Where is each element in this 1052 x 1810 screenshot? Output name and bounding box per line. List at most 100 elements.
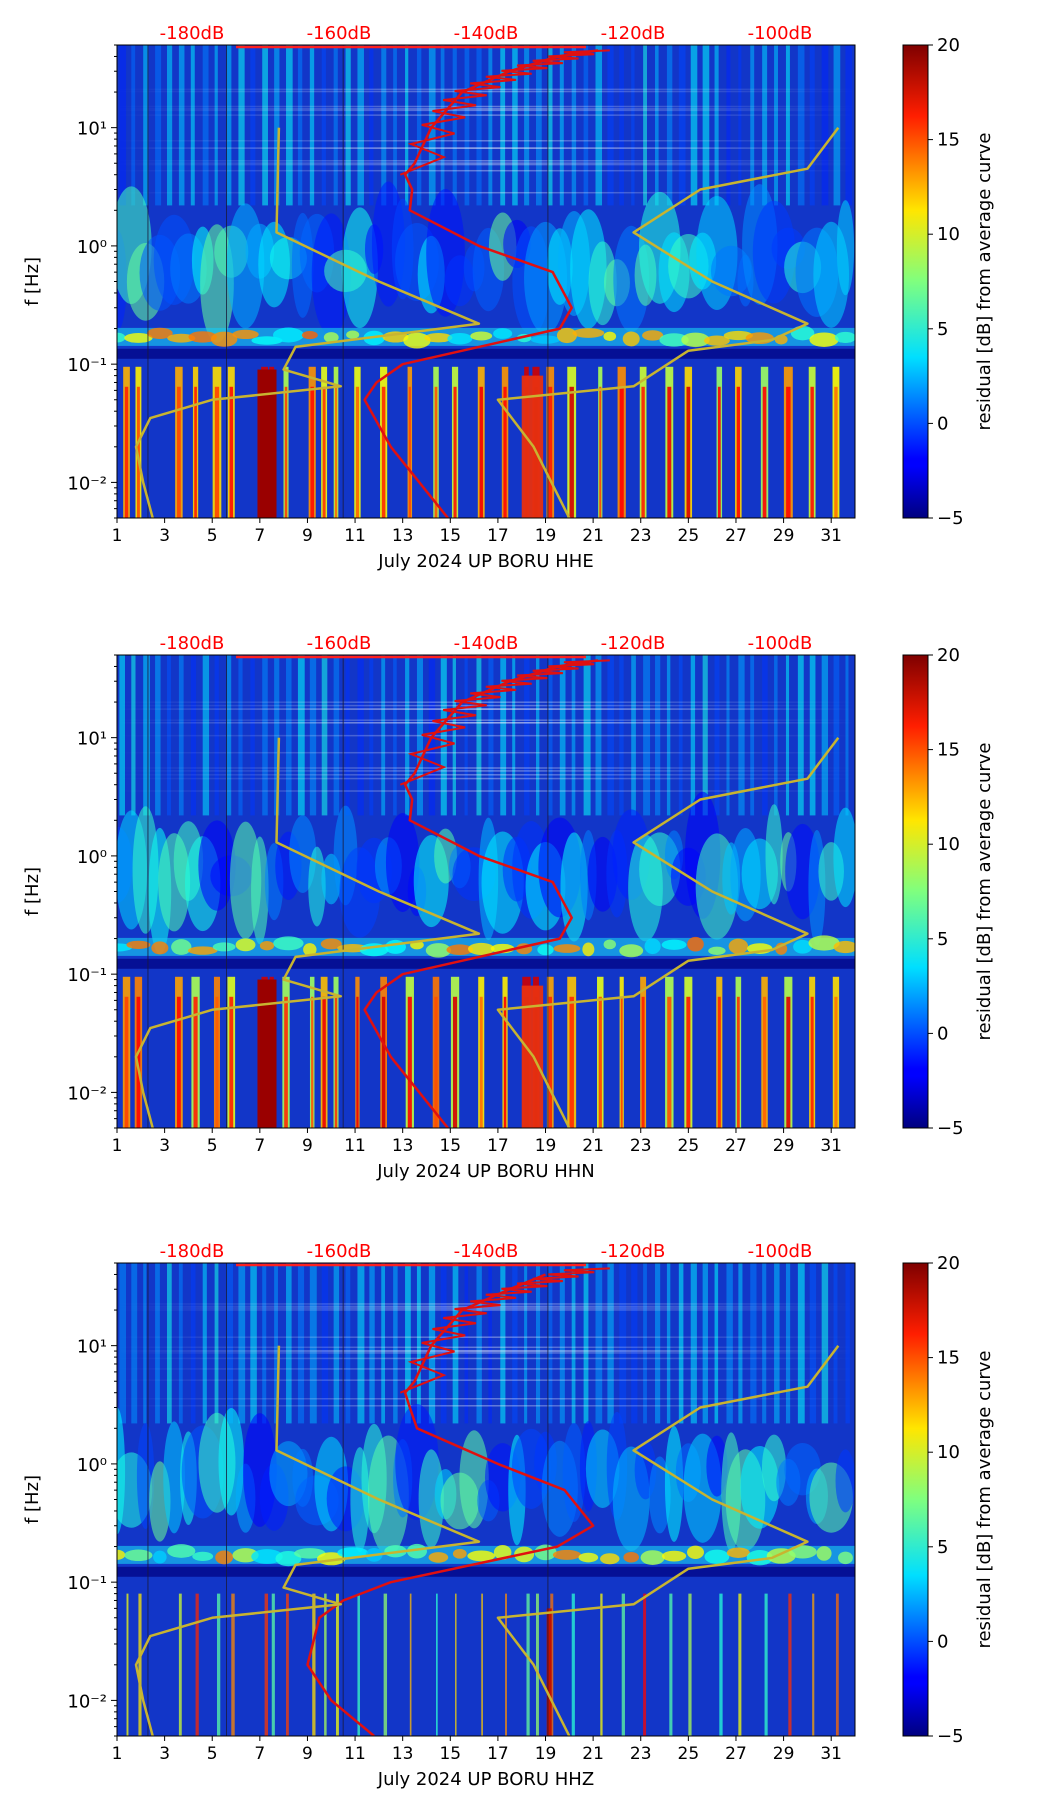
- event-column-core: [231, 1593, 235, 1736]
- hf-stripe: [202, 1263, 207, 1424]
- event-column-core: [193, 996, 198, 1128]
- event-column: [195, 1593, 199, 1736]
- y-axis-label: f [Hz]: [22, 1475, 43, 1524]
- x-axis-label: July 2024 UP BORU HHE: [377, 551, 593, 572]
- event-column: [192, 366, 199, 518]
- hf-stripe: [476, 45, 482, 206]
- hf-stripe: [405, 45, 409, 206]
- event-column: [788, 1593, 792, 1736]
- x-tick-label: 3: [159, 1136, 170, 1156]
- hf-stripe: [119, 1263, 127, 1424]
- microseism-spot: [187, 946, 218, 955]
- colorbar-tick-label: 10: [937, 834, 960, 855]
- hf-stripe: [131, 1263, 138, 1424]
- event-column-core: [598, 996, 602, 1128]
- hf-stripe: [619, 1263, 627, 1424]
- hf-speckle-line: [117, 1309, 855, 1311]
- hf-stripe: [690, 1263, 697, 1424]
- hf-stripe: [166, 45, 173, 206]
- microseism-spot: [259, 941, 275, 951]
- x-tick-label: 25: [678, 1744, 700, 1764]
- top-db-label: -120dB: [601, 23, 666, 44]
- hf-stripe: [238, 1263, 246, 1424]
- hf-stripe: [821, 1263, 829, 1424]
- noise-model-curve: [134, 737, 481, 1128]
- colorbar-tick-label: 0: [937, 413, 948, 434]
- event-column: [719, 1593, 723, 1736]
- x-tick-label: 21: [582, 1136, 604, 1156]
- event-column-core: [322, 386, 326, 518]
- event-column: [354, 366, 361, 518]
- x-tick-label: 31: [820, 1136, 842, 1156]
- hf-stripe: [250, 45, 256, 206]
- x-tick-label: 9: [302, 526, 313, 546]
- event-column: [271, 1593, 275, 1736]
- event-column: [567, 366, 577, 518]
- hf-stripe: [166, 1263, 172, 1424]
- colorbar-tick-label: 5: [937, 319, 948, 340]
- hf-stripe: [845, 1263, 850, 1424]
- dark-band: [117, 348, 855, 359]
- event-column-core: [717, 386, 721, 518]
- event-column: [738, 1593, 742, 1736]
- microseism-spot: [425, 943, 452, 958]
- microseism-spot: [273, 936, 304, 951]
- event-column-core: [641, 386, 645, 518]
- event-column: [286, 1593, 289, 1736]
- microseism-spot: [428, 1552, 449, 1563]
- hf-speckle-line: [117, 1368, 855, 1370]
- event-column: [324, 1593, 327, 1736]
- spectrogram-heatmap: [117, 1263, 855, 1736]
- microseism-spot: [232, 329, 259, 340]
- hf-speckle-line: [117, 734, 855, 737]
- hf-stripe: [452, 1263, 459, 1424]
- event-column-core: [311, 996, 314, 1128]
- event-column-core: [136, 386, 140, 518]
- event-column-core: [229, 386, 234, 518]
- hf-stripe: [488, 45, 493, 206]
- hf-stripe: [393, 45, 397, 206]
- top-db-label: -180dB: [160, 633, 225, 654]
- event-column: [333, 366, 339, 518]
- microseism-spot: [603, 939, 616, 950]
- hf-stripe: [655, 45, 659, 206]
- event-column-core: [503, 386, 507, 518]
- psd-median-zigzag: [399, 659, 610, 786]
- event-column: [436, 1593, 438, 1736]
- hf-stripe: [785, 45, 790, 206]
- microseism-spot: [619, 944, 644, 958]
- event-column: [138, 1593, 142, 1736]
- event-column-core: [194, 386, 197, 518]
- x-tick-label: 25: [678, 526, 700, 546]
- event-column-core: [571, 1593, 575, 1736]
- x-tick-label: 19: [535, 1136, 557, 1156]
- hf-stripe: [238, 45, 245, 206]
- microseism-spot: [600, 1553, 620, 1565]
- event-column: [308, 366, 316, 518]
- hf-stripe: [643, 45, 648, 206]
- event-column: [432, 976, 440, 1128]
- hf-speckle-line: [117, 701, 855, 703]
- hf-stripe: [750, 45, 755, 206]
- event-column: [688, 1593, 692, 1736]
- hf-speckle-line: [117, 1379, 855, 1381]
- hf-stripe: [345, 45, 351, 206]
- hf-stripe: [452, 45, 457, 206]
- event-column: [450, 976, 460, 1128]
- microseism-spot: [659, 333, 689, 347]
- hf-stripe: [702, 1263, 708, 1424]
- event-column-core: [324, 1593, 327, 1736]
- event-column: [407, 366, 413, 518]
- y-tick-label: 10⁻²: [67, 473, 107, 494]
- hf-stripe: [607, 1263, 614, 1424]
- microseism-spot: [704, 335, 730, 346]
- microseism-spot: [661, 939, 687, 950]
- event-column: [455, 1593, 457, 1736]
- event-column-core: [214, 386, 220, 518]
- hf-stripe: [321, 1263, 329, 1424]
- event-column: [550, 1593, 554, 1736]
- hf-speckle-line: [117, 169, 855, 172]
- event-column: [383, 1593, 388, 1736]
- event-column-core: [505, 1593, 507, 1736]
- microseism-spot: [578, 1552, 599, 1563]
